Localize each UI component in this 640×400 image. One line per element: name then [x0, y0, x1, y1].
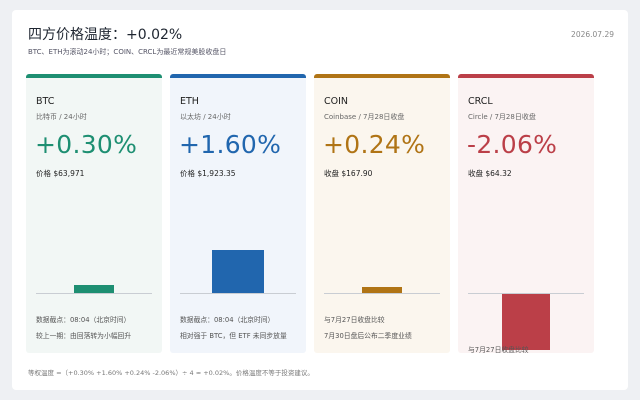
card-change-bar — [362, 286, 402, 293]
card-note-1: 数据截点：08:04（北京时间） — [180, 316, 275, 324]
title-value: +0.02% — [126, 27, 183, 43]
card-accent-bar — [314, 74, 450, 78]
card-subtitle: 比特币 / 24小时 — [36, 113, 87, 121]
card-note-1: 与7月27日收盘比较 — [324, 316, 385, 324]
card-symbol: BTC — [36, 96, 55, 107]
card-symbol: ETH — [180, 96, 199, 107]
card-zero-axis — [324, 293, 440, 294]
card-change: +0.30% — [35, 130, 138, 159]
card-subtitle: Circle / 7月28日收盘 — [468, 113, 536, 121]
card-subtitle: 以太坊 / 24小时 — [180, 113, 231, 121]
card-zero-axis — [36, 293, 152, 294]
card-change-bar — [74, 284, 114, 293]
report-date: 2026.07.29 — [571, 30, 614, 39]
card-accent-bar — [170, 74, 306, 78]
page-subtitle: BTC、ETH为滚动24小时；COIN、CRCL为最近常规美股收盘日 — [28, 48, 227, 56]
card-change: -2.06% — [467, 130, 558, 159]
page-title: 四方价格温度：+0.02% — [28, 24, 182, 44]
card-note-1: 数据截点：08:04（北京时间） — [36, 316, 131, 324]
card-note-1: 与7月27日收盘比较 — [468, 346, 529, 354]
card-change: +0.24% — [323, 130, 426, 159]
card-btc: BTC 比特币 / 24小时 +0.30% 价格 $63,971 数据截点：08… — [26, 74, 162, 353]
card-note-2: 较上一期：由回落转为小幅回升 — [36, 332, 132, 340]
card-zero-axis — [468, 293, 584, 294]
card-coin: COIN Coinbase / 7月28日收盘 +0.24% 收盘 $167.9… — [314, 74, 450, 353]
card-subtitle: Coinbase / 7月28日收盘 — [324, 113, 405, 121]
card-note-2: 7月30日盘后公布二季度业绩 — [324, 332, 412, 340]
main-panel: 四方价格温度：+0.02% 2026.07.29 BTC、ETH为滚动24小时；… — [12, 10, 628, 390]
title-prefix: 四方价格温度： — [28, 27, 126, 43]
card-symbol: COIN — [324, 96, 349, 107]
card-price: 价格 $63,971 — [36, 169, 85, 178]
card-accent-bar — [26, 74, 162, 78]
card-price: 收盘 $64.32 — [468, 169, 512, 178]
card-eth: ETH 以太坊 / 24小时 +1.60% 价格 $1,923.35 数据截点：… — [170, 74, 306, 353]
card-price: 价格 $1,923.35 — [180, 169, 236, 178]
card-price: 收盘 $167.90 — [324, 169, 373, 178]
card-zero-axis — [180, 293, 296, 294]
footer-note: 等权温度 =（+0.30% +1.60% +0.24% -2.06%）÷ 4 ≈… — [28, 369, 314, 377]
card-symbol: CRCL — [468, 96, 493, 107]
card-change: +1.60% — [179, 130, 282, 159]
card-change-bar — [212, 249, 264, 293]
card-change-bar — [502, 294, 550, 350]
card-crcl: CRCL Circle / 7月28日收盘 -2.06% 收盘 $64.32 与… — [458, 74, 594, 354]
card-note-2: 相对强于 BTC，但 ETF 未同步放量 — [180, 332, 287, 340]
card-accent-bar — [458, 74, 594, 78]
